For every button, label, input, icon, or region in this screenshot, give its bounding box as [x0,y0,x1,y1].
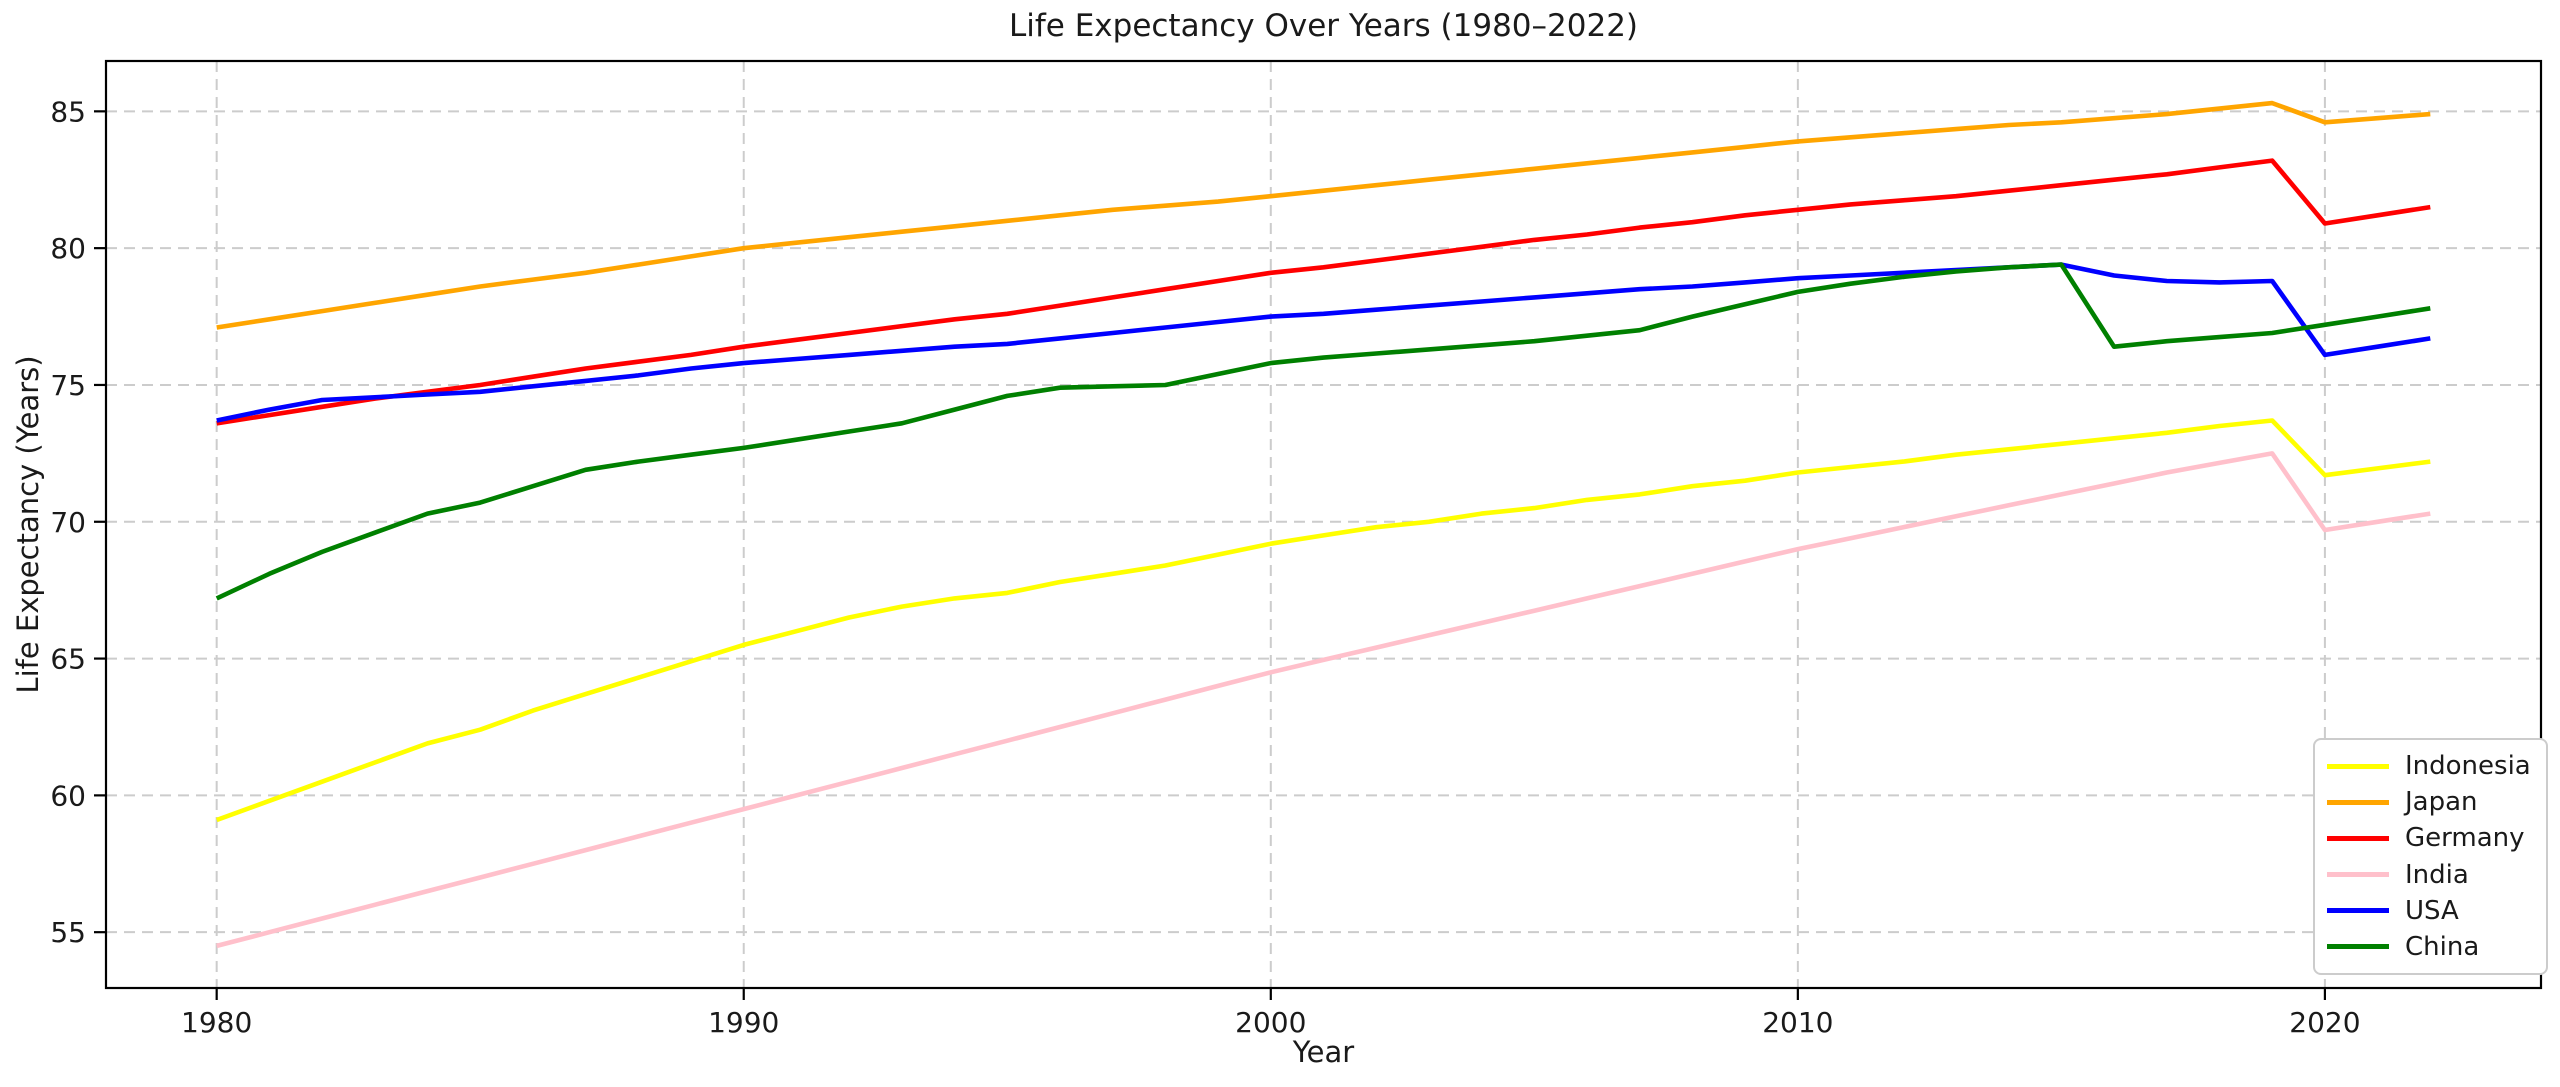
series-line-usa [216,262,2431,423]
legend-swatch-japan [2327,799,2389,805]
x-axis-label: Year [1292,1035,1354,1069]
chart-title: Life Expectancy Over Years (1980–2022) [1009,8,1638,44]
legend-label: China [2405,931,2480,962]
legend-item-india: India [2327,862,2546,888]
legend-item-germany: Germany [2327,825,2546,851]
x-tick-label-1980: 1980 [181,1006,252,1039]
legend-item-indonesia: Indonesia [2327,753,2546,779]
y-tick-label-60: 60 [50,779,86,812]
legend-item-japan: Japan [2327,789,2546,815]
x-tick-label-2010: 2010 [1762,1006,1833,1039]
plot-border [104,59,2543,990]
y-tick-label-70: 70 [50,506,86,539]
axis-ticks [94,110,2327,1000]
legend-item-usa: USA [2327,898,2546,924]
series-line-indonesia [215,418,2431,823]
legend: Indonesia Japan Germany India USA China [2313,738,2548,975]
legend-label: Indonesia [2405,751,2531,782]
legend-label: USA [2405,895,2459,926]
legend-swatch-china [2327,944,2389,950]
legend-item-china: China [2327,934,2546,960]
series-line-japan [216,100,2431,330]
y-tick-label-80: 80 [50,232,86,265]
y-axis-label: Life Expectancy (Years) [11,355,45,693]
y-tick-label-75: 75 [50,369,86,402]
x-tick-label-2000: 2000 [1235,1006,1306,1039]
y-tick-label-65: 65 [50,643,86,676]
legend-label: Japan [2405,787,2478,818]
y-tick-label-85: 85 [50,95,86,128]
x-tick-label-1990: 1990 [708,1006,779,1039]
legend-swatch-india [2327,872,2389,878]
legend-swatch-usa [2327,908,2389,914]
series-line-india [216,451,2431,949]
x-tick-label-2020: 2020 [2289,1006,2360,1039]
series-line-china [215,262,2431,601]
data-series [215,100,2431,949]
legend-swatch-indonesia [2327,763,2389,769]
gridlines [106,61,2541,988]
legend-label: Germany [2405,823,2525,854]
legend-swatch-germany [2327,835,2389,841]
tick-labels: 1980 1990 2000 2010 2020 55 60 65 70 75 80 85 [50,95,2360,1039]
legend-label: India [2405,859,2469,890]
series-line-germany [216,158,2431,426]
y-tick-label-55: 55 [50,916,86,949]
